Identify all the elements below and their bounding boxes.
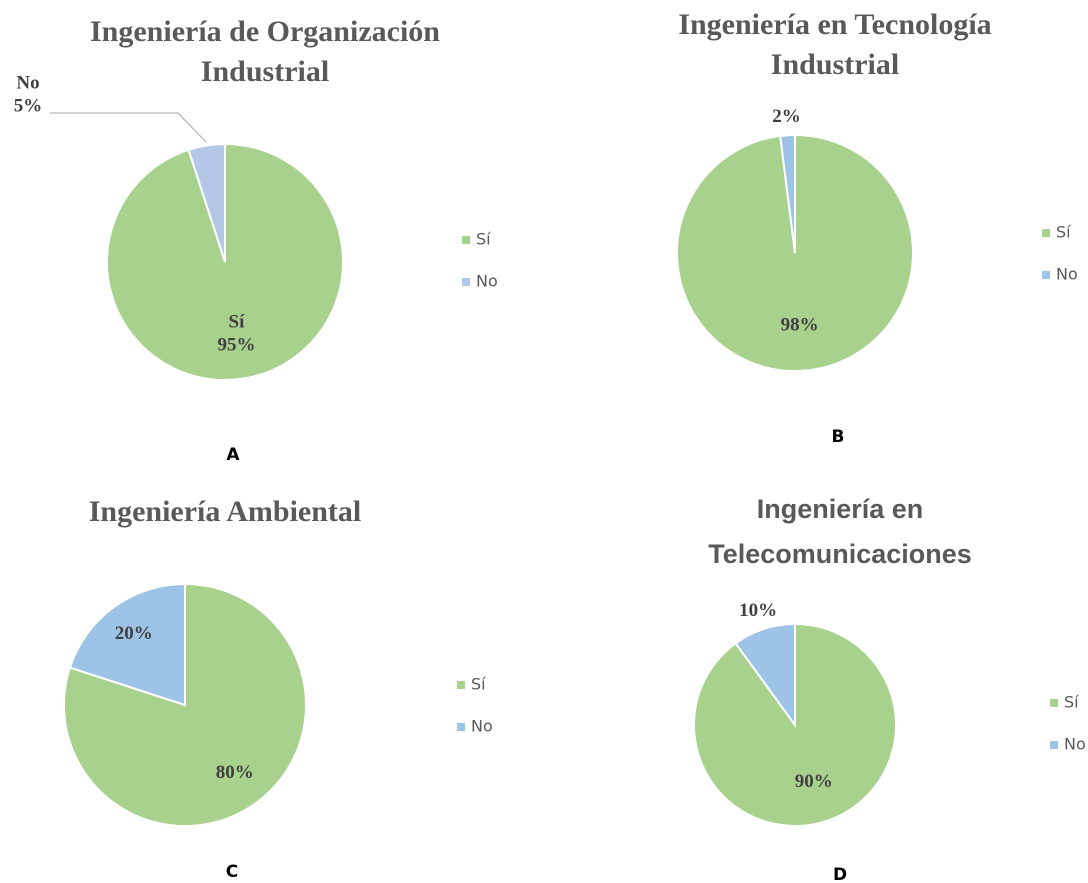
legend-label: Sí [1056, 223, 1071, 242]
data-label-category: Sí [229, 312, 246, 333]
data-label: 95% [217, 335, 255, 356]
chart-title: Ingeniería Ambiental [88, 495, 362, 528]
data-label: 80% [216, 762, 254, 783]
data-label-category: No [16, 72, 39, 93]
chart-title: Ingeniería en Telecomunicaciones [708, 494, 972, 569]
panel-caption: B [832, 427, 845, 447]
legend-swatch [1042, 229, 1050, 237]
legend-swatch [1042, 271, 1050, 279]
legend-swatch [457, 681, 465, 689]
legend-label: No [1064, 735, 1086, 754]
legend-label: Sí [476, 230, 491, 249]
legend-label: No [1056, 265, 1078, 284]
legend-swatch [462, 278, 470, 286]
panel-caption: D [833, 865, 847, 883]
legend-label: No [476, 272, 498, 291]
data-label: 2% [772, 106, 801, 127]
chart-title: Ingeniería en Tecnología Industrial [678, 8, 992, 81]
data-label: 90% [795, 771, 833, 792]
pie-slice [779, 133, 796, 254]
legend-swatch [462, 236, 470, 244]
data-label: 98% [781, 314, 819, 335]
data-label: 20% [115, 623, 153, 644]
panel-caption: C [226, 862, 238, 882]
data-label: 5% [14, 95, 43, 116]
legend-label: Sí [471, 675, 486, 694]
legend-label: No [471, 717, 493, 736]
pie-slice [68, 582, 186, 707]
legend-swatch [1050, 699, 1058, 707]
legend-swatch [457, 723, 465, 731]
pie-slice [187, 142, 226, 263]
legend-swatch [1050, 741, 1058, 749]
panel-caption: A [226, 445, 240, 465]
chart-title: Ingeniería de Organización Industrial [90, 15, 440, 88]
pie-slice [734, 622, 796, 729]
legend-label: Sí [1064, 693, 1079, 712]
data-label: 10% [739, 600, 777, 621]
leader-line [50, 112, 207, 143]
